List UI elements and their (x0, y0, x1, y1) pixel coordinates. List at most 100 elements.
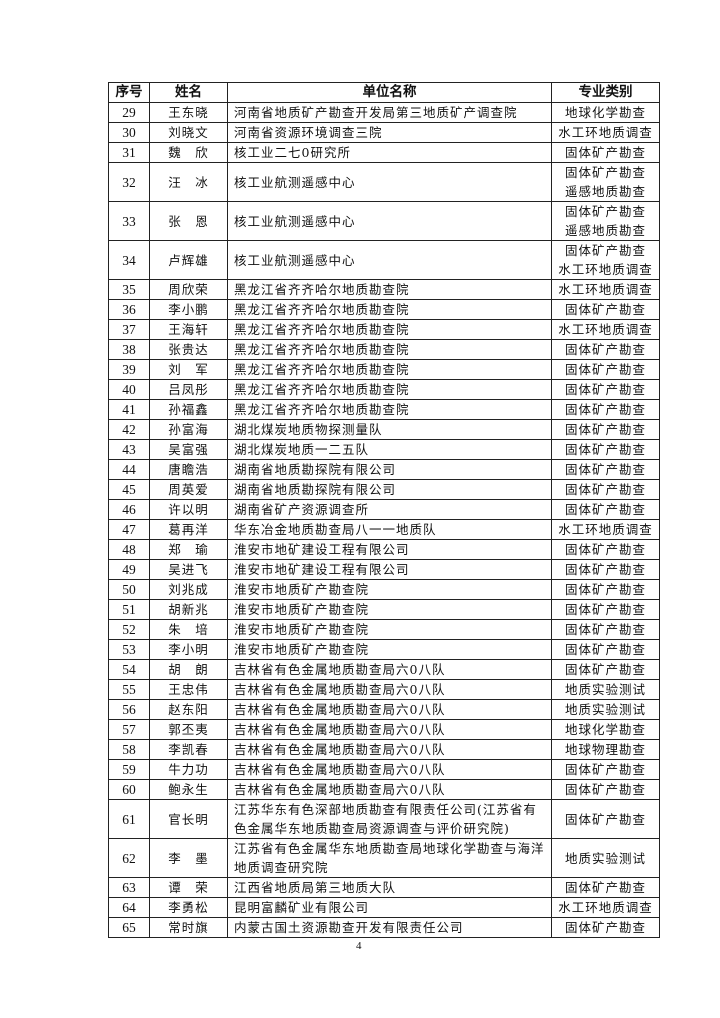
cell-name: 唐瞻浩 (149, 459, 228, 480)
cell-type: 固体矿产勘查 (551, 579, 660, 600)
header-seq: 序号 (108, 82, 150, 103)
table-row: 38 张贵达 黑龙江省齐齐哈尔地质勘查院 固体矿产勘查 (108, 339, 660, 360)
cell-seq: 44 (108, 459, 150, 480)
cell-type: 水工环地质调查 (551, 122, 660, 143)
cell-type: 固体矿产勘查 水工环地质调查 (551, 240, 660, 280)
table-row: 45 周英爱 湖南省地质勘探院有限公司 固体矿产勘查 (108, 479, 660, 500)
cell-type: 固体矿产勘查 (551, 379, 660, 400)
cell-unit: 黑龙江省齐齐哈尔地质勘查院 (227, 399, 552, 420)
cell-type: 水工环地质调查 (551, 319, 660, 340)
page-number: 4 (356, 940, 362, 952)
cell-seq: 41 (108, 399, 150, 420)
cell-type: 地质实验测试 (551, 699, 660, 720)
table-row: 48 郑 瑜淮安市地矿建设工程有限公司 固体矿产勘查 (108, 539, 660, 560)
cell-name: 葛再洋 (149, 519, 228, 540)
cell-unit: 吉林省有色金属地质勘查局六0八队 (227, 759, 552, 780)
table-row: 31 魏 欣核工业二七0研究所 固体矿产勘查 (108, 142, 660, 163)
cell-name: 鲍永生 (149, 779, 228, 800)
table-row: 59 牛力功 吉林省有色金属地质勘查局六0八队 固体矿产勘查 (108, 759, 660, 780)
cell-unit: 湖北煤炭地质物探测量队 (227, 419, 552, 440)
cell-unit: 吉林省有色金属地质勘查局六0八队 (227, 719, 552, 740)
cell-seq: 56 (108, 699, 150, 720)
table-row: 65 常时旗 内蒙古国土资源勘查开发有限责任公司 固体矿产勘查 (108, 917, 660, 938)
cell-seq: 43 (108, 439, 150, 460)
cell-unit: 吉林省有色金属地质勘查局六0八队 (227, 679, 552, 700)
cell-type: 地球物理勘查 (551, 739, 660, 760)
cell-unit: 吉林省有色金属地质勘查局六0八队 (227, 739, 552, 760)
cell-unit: 昆明富麟矿业有限公司 (227, 897, 552, 918)
cell-name: 吴富强 (149, 439, 228, 460)
cell-unit: 河南省资源环境调查三院 (227, 122, 552, 143)
table-row: 33 张 恩核工业航测遥感中心 固体矿产勘查 遥感地质勘查 (108, 201, 660, 241)
header-unit: 单位名称 (227, 82, 552, 103)
table-body: 29 王东晓 河南省地质矿产勘查开发局第三地质矿产调查院 地球化学勘查 30 刘晓文 河南省… (108, 102, 660, 938)
cell-unit: 淮安市地质矿产勘查院 (227, 619, 552, 640)
cell-seq: 61 (108, 799, 150, 839)
cell-type: 固体矿产勘查 (551, 539, 660, 560)
cell-name: 赵东阳 (149, 699, 228, 720)
cell-name: 李凯春 (149, 739, 228, 760)
cell-name: 李 墨 (149, 838, 228, 878)
cell-name: 张贵达 (149, 339, 228, 360)
cell-type: 地质实验测试 (551, 838, 660, 878)
table-row: 60 鲍永生 吉林省有色金属地质勘查局六0八队 固体矿产勘查 (108, 779, 660, 800)
table-row: 57 郭丕夷 吉林省有色金属地质勘查局六0八队 地球化学勘查 (108, 719, 660, 740)
cell-name: 孙富海 (149, 419, 228, 440)
cell-unit: 黑龙江省齐齐哈尔地质勘查院 (227, 379, 552, 400)
cell-type: 固体矿产勘查 (551, 799, 660, 839)
table-row: 46 许以明 湖南省矿产资源调查所 固体矿产勘查 (108, 499, 660, 520)
cell-unit: 淮安市地质矿产勘查院 (227, 639, 552, 660)
cell-unit: 核工业航测遥感中心 (227, 240, 552, 280)
cell-seq: 53 (108, 639, 150, 660)
table-row: 58 李凯春 吉林省有色金属地质勘查局六0八队 地球物理勘查 (108, 739, 660, 760)
cell-unit: 湖南省矿产资源调查所 (227, 499, 552, 520)
cell-name: 李小明 (149, 639, 228, 660)
cell-unit: 湖南省地质勘探院有限公司 (227, 459, 552, 480)
header-name: 姓名 (149, 82, 228, 103)
cell-unit: 黑龙江省齐齐哈尔地质勘查院 (227, 319, 552, 340)
cell-unit: 黑龙江省齐齐哈尔地质勘查院 (227, 299, 552, 320)
cell-seq: 39 (108, 359, 150, 380)
cell-seq: 35 (108, 279, 150, 300)
cell-seq: 48 (108, 539, 150, 560)
cell-seq: 34 (108, 240, 150, 280)
cell-type: 固体矿产勘查 (551, 917, 660, 938)
cell-name: 王东晓 (149, 102, 228, 123)
table-header-row: 序号 姓名 单位名称 专业类别 (108, 82, 660, 103)
table-row: 40 吕凤彤 黑龙江省齐齐哈尔地质勘查院 固体矿产勘查 (108, 379, 660, 400)
cell-unit: 华东冶金地质勘查局八一一地质队 (227, 519, 552, 540)
cell-unit: 内蒙古国土资源勘查开发有限责任公司 (227, 917, 552, 938)
table-row: 29 王东晓 河南省地质矿产勘查开发局第三地质矿产调查院 地球化学勘查 (108, 102, 660, 123)
cell-seq: 63 (108, 877, 150, 898)
cell-name: 吕凤彤 (149, 379, 228, 400)
cell-seq: 42 (108, 419, 150, 440)
cell-name: 胡新兆 (149, 599, 228, 620)
cell-type: 固体矿产勘查 (551, 142, 660, 163)
table-row: 52 朱 培淮安市地质矿产勘查院 固体矿产勘查 (108, 619, 660, 640)
cell-type: 地球化学勘查 (551, 719, 660, 740)
cell-unit: 淮安市地矿建设工程有限公司 (227, 539, 552, 560)
cell-name: 吴进飞 (149, 559, 228, 580)
table-row: 42 孙富海 湖北煤炭地质物探测量队 固体矿产勘查 (108, 419, 660, 440)
cell-seq: 32 (108, 162, 150, 202)
cell-type: 固体矿产勘查 (551, 759, 660, 780)
cell-type: 固体矿产勘查 (551, 499, 660, 520)
cell-name: 王海轩 (149, 319, 228, 340)
cell-type: 固体矿产勘查 (551, 619, 660, 640)
cell-name: 刘晓文 (149, 122, 228, 143)
cell-type: 固体矿产勘查 (551, 299, 660, 320)
table-row: 47 葛再洋 华东冶金地质勘查局八一一地质队 水工环地质调查 (108, 519, 660, 540)
cell-name: 周英爱 (149, 479, 228, 500)
cell-type: 固体矿产勘查 (551, 659, 660, 680)
cell-seq: 38 (108, 339, 150, 360)
cell-unit: 江苏华东有色深部地质勘查有限责任公司(江苏省有色金属华东地质勘查局资源调查与评价… (227, 799, 552, 839)
cell-seq: 54 (108, 659, 150, 680)
cell-type: 固体矿产勘查 (551, 439, 660, 460)
table-row: 55 王忠伟 吉林省有色金属地质勘查局六0八队 地质实验测试 (108, 679, 660, 700)
cell-name: 牛力功 (149, 759, 228, 780)
cell-unit: 淮安市地矿建设工程有限公司 (227, 559, 552, 580)
cell-name: 刘兆成 (149, 579, 228, 600)
table-row: 50 刘兆成 淮安市地质矿产勘查院 固体矿产勘查 (108, 579, 660, 600)
cell-seq: 36 (108, 299, 150, 320)
cell-type: 固体矿产勘查 (551, 559, 660, 580)
